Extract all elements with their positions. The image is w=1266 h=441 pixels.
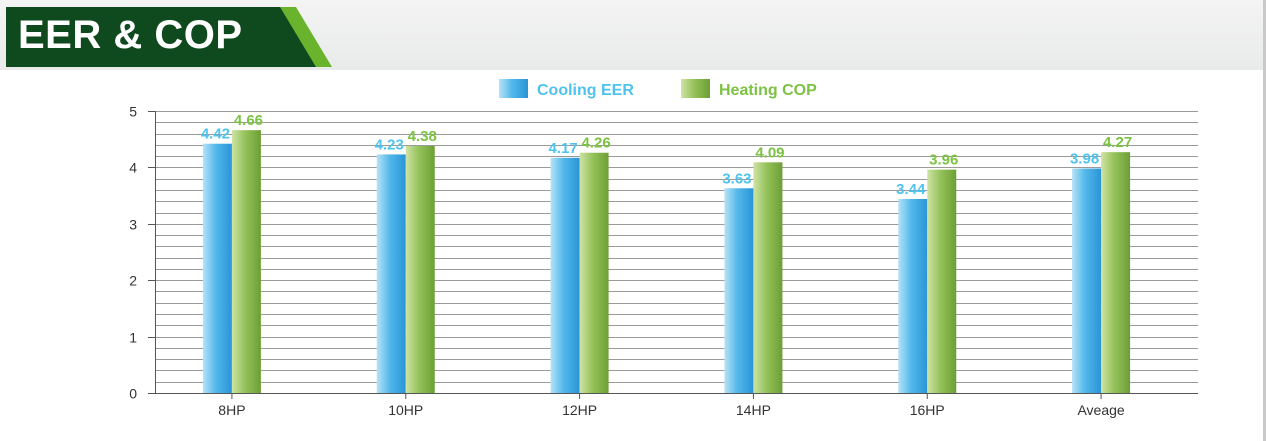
bar-cooling-eer [550,157,580,393]
data-label-heating: 4.27 [1103,134,1132,151]
y-tick-label: 3 [129,217,137,233]
x-tick-label: 14HP [736,402,771,418]
data-labels: 4.424.66 4.23 4.38 4.17 4.26 3.634.09 3.443.96… [201,112,1132,198]
bar-cooling-eer [898,198,928,393]
y-tick-label: 1 [129,330,137,346]
legend: Cooling EER Heating COP [499,79,817,99]
bars [202,130,1131,393]
bar-heating-cop [579,152,609,393]
bar-cooling-eer [724,188,754,393]
legend-label: Cooling EER [537,82,634,99]
data-label-heating: 4.38 [408,128,437,145]
bar-heating-cop [927,169,957,393]
legend-swatch [681,79,710,98]
data-label-cooling: 4.42 [201,126,230,143]
data-label-cooling: 3.98 [1070,151,1099,168]
data-label-heating: 4.66 [234,112,263,129]
bar-cooling-eer [202,143,232,393]
x-tick-label: Aveage [1077,402,1124,418]
x-tick-label: 12HP [562,402,597,418]
data-label-cooling: 4.23 [375,136,404,153]
data-label-heating: 4.26 [581,135,610,152]
data-label-heating: 4.09 [755,144,784,161]
y-tick-label: 4 [129,160,137,176]
bar-heating-cop [1101,152,1131,393]
y-tick-label: 2 [129,273,137,289]
legend-swatch [499,79,528,98]
grid-lines [155,111,1198,394]
legend-label: Heating COP [719,82,817,99]
x-tick-label: 10HP [388,402,423,418]
banner-background [6,7,316,67]
data-label-cooling: 3.63 [722,170,751,187]
bar-cooling-eer [376,154,406,393]
bar-heating-cop [405,145,435,393]
bar-cooling-eer [1072,168,1102,393]
x-tick-label: 16HP [910,402,945,418]
data-label-cooling: 4.17 [548,140,577,157]
y-tick-label: 0 [129,386,137,402]
axes: 0 1 2 3 4 5 8HP 10HP 12HP 14HP 16HP Aveage [129,104,1198,418]
data-label-heating: 3.96 [929,152,958,169]
title-banner-shape [6,7,332,67]
page-edge [1263,0,1266,441]
data-label-cooling: 3.44 [896,181,926,198]
bar-heating-cop [231,130,261,393]
bar-heating-cop [753,162,783,393]
y-tick-label: 5 [129,104,137,120]
page-title: EER & COP [18,13,243,57]
x-tick-label: 8HP [218,402,245,418]
title-banner: EER & COP [6,7,332,67]
